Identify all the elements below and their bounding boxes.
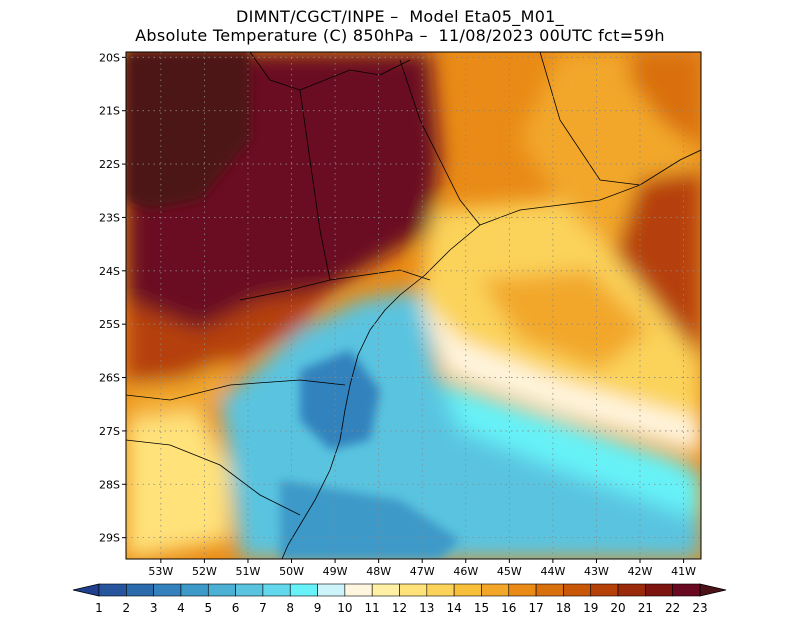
- lon-label: 46W: [453, 565, 478, 578]
- colorbar-swatch: [153, 583, 182, 597]
- lat-label: 23S: [99, 211, 120, 224]
- colorbar-swatch: [508, 583, 537, 597]
- colorbar-label: 15: [474, 601, 489, 615]
- lat-label: 25S: [99, 318, 120, 331]
- colorbar-label: 20: [610, 601, 625, 615]
- colorbar-swatch: [453, 583, 482, 597]
- map-title-line2: Absolute Temperature (C) 850hPa – 11/08/…: [135, 26, 665, 45]
- field-pale-band: [420, 300, 701, 455]
- colorbar-swatch: [535, 583, 564, 597]
- colorbar-label: 1: [95, 601, 103, 615]
- colorbar: 1 2 3 4 5 6 7 8 9 10 11 12 13 14 15 16 17 18 19 20 21 22 23: [72, 583, 727, 615]
- lon-label: 42W: [628, 565, 653, 578]
- field-east-darkorange: [630, 52, 701, 150]
- colorbar-label: 18: [556, 601, 571, 615]
- colorbar-label: 5: [204, 601, 212, 615]
- lon-label: 53W: [148, 565, 173, 578]
- plot-frame: [125, 51, 702, 560]
- field-red-fringe: [126, 290, 330, 385]
- state-border-7: [299, 89, 331, 281]
- colorbar-label: 3: [150, 601, 158, 615]
- colorbar-swatch: [98, 583, 127, 597]
- lat-label: 27S: [99, 425, 120, 438]
- colorbar-label: 12: [392, 601, 407, 615]
- lon-label: 49W: [323, 565, 348, 578]
- colorbar-label: 8: [286, 601, 294, 615]
- field-southwest-yellow: [126, 410, 230, 559]
- colorbar-label: 10: [337, 601, 352, 615]
- lon-label: 50W: [279, 565, 304, 578]
- colorbar-label: 23: [692, 601, 707, 615]
- field-darkest-core: [126, 52, 250, 210]
- colorbar-swatch: [672, 583, 701, 597]
- field-mid-orange-ocean: [480, 270, 650, 370]
- lat-label: 28S: [99, 478, 120, 491]
- colorbar-swatch: [344, 583, 373, 597]
- colorbar-swatch: [399, 583, 428, 597]
- colorbar-arrow-left: [72, 583, 100, 597]
- colorbar-label: 14: [446, 601, 461, 615]
- state-border-2: [126, 439, 301, 516]
- lon-label: 43W: [584, 565, 609, 578]
- map-title-line1: DIMNT/CGCT/INPE – Model Eta05_M01_: [236, 7, 564, 26]
- lat-label: 24S: [99, 265, 120, 278]
- colorbar-swatch: [289, 583, 318, 597]
- colorbar-label: 19: [583, 601, 598, 615]
- colorbar-swatch: [426, 583, 455, 597]
- colorbar-swatch: [207, 583, 236, 597]
- lon-label: 47W: [410, 565, 435, 578]
- lat-label: 21S: [99, 105, 120, 118]
- colorbar-label: 9: [314, 601, 322, 615]
- field-cold-core: [300, 350, 380, 450]
- lon-label: 44W: [540, 565, 565, 578]
- lat-label: 26S: [99, 372, 120, 385]
- field-blue-coast: [280, 480, 460, 559]
- colorbar-swatch: [262, 583, 291, 597]
- lon-label: 45W: [497, 565, 522, 578]
- colorbar-label: 4: [177, 601, 185, 615]
- colorbar-label: 16: [501, 601, 516, 615]
- lat-lon-grid: [126, 52, 701, 559]
- colorbar-swatch: [481, 583, 510, 597]
- colorbar-label: 6: [232, 601, 240, 615]
- colorbar-swatch: [563, 583, 592, 597]
- lat-label: 29S: [99, 532, 120, 545]
- state-border-1: [126, 379, 346, 401]
- colorbar-label: 2: [122, 601, 130, 615]
- colorbar-label: 13: [419, 601, 434, 615]
- colorbar-arrow-right: [699, 583, 727, 597]
- colorbar-label: 7: [259, 601, 267, 615]
- colorbar-swatch: [126, 583, 154, 597]
- lon-label: 41W: [671, 565, 696, 578]
- colorbar-label: 22: [665, 601, 680, 615]
- state-border-6: [539, 52, 641, 186]
- colorbar-label: 17: [528, 601, 543, 615]
- colorbar-swatch: [645, 583, 673, 597]
- state-border-5: [399, 59, 481, 226]
- lat-label: 20S: [99, 51, 120, 64]
- field-cyan-tongue: [440, 380, 701, 520]
- colorbar-swatch: [617, 583, 646, 597]
- colorbar-label: 21: [638, 601, 653, 615]
- temperature-field: [126, 52, 701, 559]
- lon-label: 48W: [366, 565, 391, 578]
- coastline: [281, 204, 561, 559]
- state-border-4: [249, 52, 411, 91]
- lon-label: 51W: [236, 565, 261, 578]
- colorbar-swatch: [317, 583, 346, 597]
- lon-label: 52W: [192, 565, 217, 578]
- colorbar-swatch: [180, 583, 209, 597]
- colorbar-swatch: [590, 583, 619, 597]
- colorbar-swatch: [235, 583, 264, 597]
- lat-label: 22S: [99, 158, 120, 171]
- longitude-labels: 53W 52W 51W 50W 49W 48W 47W 46W 45W 44W 43W 42W 41W: [148, 559, 696, 578]
- colorbar-label: 11: [365, 601, 380, 615]
- latitude-labels: 20S 21S 22S 23S 24S 25S 26S 27S 28S 29S: [99, 51, 126, 545]
- colorbar-swatch: [371, 583, 400, 597]
- field-orange-fringe: [126, 360, 230, 420]
